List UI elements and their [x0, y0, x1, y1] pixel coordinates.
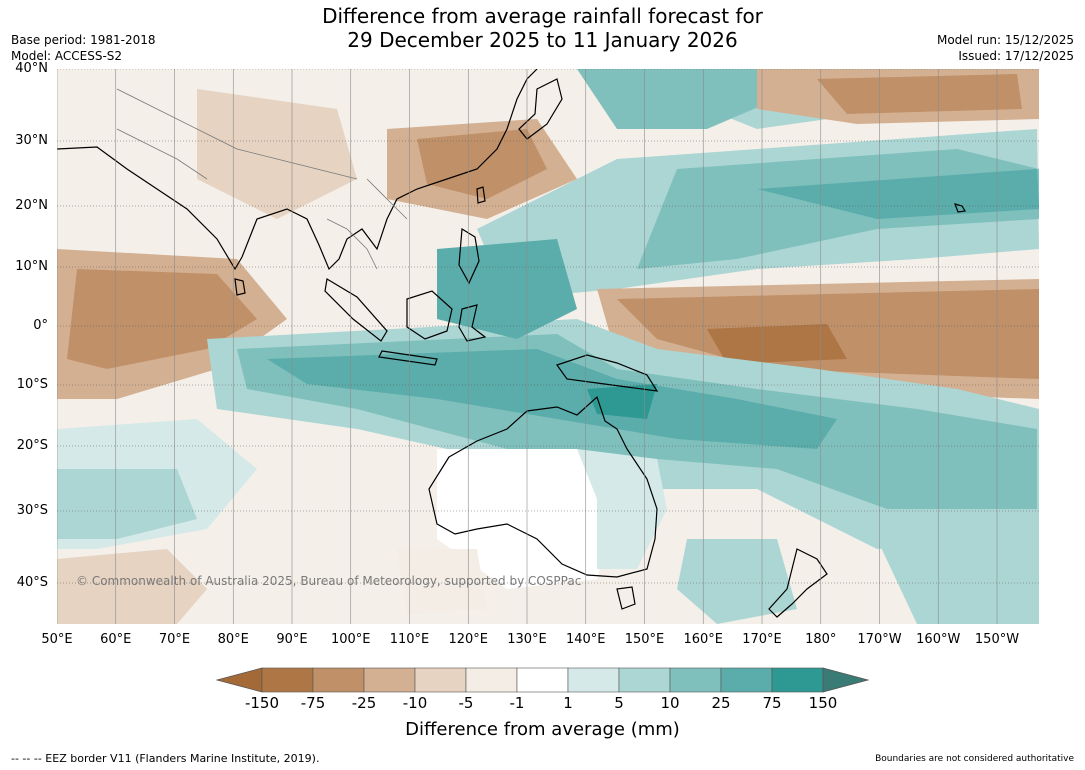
colorbar-segment — [771, 667, 824, 693]
coastline-tasmania — [616, 586, 636, 610]
coastline-java — [378, 350, 438, 366]
title-line-1: Difference from average rainfall forecas… — [322, 4, 763, 28]
lon-tick-label: 160°W — [916, 632, 961, 647]
lon-tick-label: 60°E — [100, 632, 132, 647]
lat-tick-label: 10°S — [16, 377, 48, 392]
coastlines — [57, 69, 966, 618]
colorbar-tick-label: 1 — [563, 694, 573, 712]
lon-tick-label: 170°W — [857, 632, 902, 647]
colorbar-segment — [618, 667, 671, 693]
lat-tick-label: 0° — [33, 318, 48, 333]
boundaries-footnote: Boundaries are not considered authoritat… — [875, 754, 1074, 764]
coastline-sulawesi — [458, 304, 487, 342]
colorbar-segment — [465, 667, 518, 693]
lon-tick-label: 150°W — [974, 632, 1020, 647]
lon-tick-label: 80°E — [217, 632, 249, 647]
lon-tick-label: 120°E — [448, 632, 489, 647]
lon-tick-label: 140°E — [565, 632, 606, 647]
coastline-taiwan — [476, 186, 486, 204]
meta-left: Base period: 1981-2018 Model: ACCESS-S2 — [11, 32, 156, 64]
colorbar-segment — [669, 667, 722, 693]
colorbar-svg — [215, 667, 870, 693]
lon-tick-label: 90°E — [276, 632, 308, 647]
coastline-sumatra — [324, 278, 388, 342]
colorbar-tick-label: -75 — [300, 694, 326, 712]
model-run: Model run: 15/12/2025 — [936, 33, 1074, 47]
issued-date: Issued: 17/12/2025 — [958, 49, 1074, 63]
colorbar-tick-label: 25 — [711, 694, 731, 712]
coastline-new-zealand — [768, 548, 828, 618]
border-lines — [116, 88, 408, 270]
lat-tick-label: 30°N — [15, 133, 48, 148]
lon-tick-label: 170°E — [742, 632, 782, 647]
coastline-borneo — [406, 290, 453, 340]
meta-right: Model run: 15/12/2025 Issued: 17/12/2025 — [937, 32, 1074, 64]
lon-tick-label: 50°E — [41, 632, 73, 647]
colorbar-segment — [261, 667, 314, 693]
lat-tick-label: 20°S — [16, 438, 48, 453]
lon-tick-label: 100°E — [330, 632, 371, 647]
colorbar-tick-label: 10 — [660, 694, 680, 712]
lon-tick-label: 180° — [805, 632, 837, 647]
lon-tick-label: 150°E — [624, 632, 665, 647]
lon-tick-label: 160°E — [683, 632, 724, 647]
coastline-australia — [428, 395, 658, 578]
model-name: Model: ACCESS-S2 — [11, 49, 123, 63]
colorbar-tick-label: -5 — [458, 694, 474, 712]
coastline-new-guinea — [556, 354, 659, 392]
coastline-japan — [518, 78, 563, 140]
coastline-asia — [57, 69, 538, 271]
colorbar-tick-label: -150 — [244, 694, 280, 712]
lat-tick-label: 20°N — [15, 198, 48, 213]
lat-tick-label: 10°N — [15, 259, 48, 274]
anomaly-fields — [57, 69, 1039, 624]
coastline-hawaii — [954, 203, 966, 213]
rainfall-anomaly-map — [57, 69, 1039, 624]
colorbar-tick-label: -1 — [509, 694, 525, 712]
map-title: Difference from average rainfall forecas… — [0, 4, 1085, 52]
colorbar-max-arrow — [822, 667, 870, 693]
gridlines — [57, 69, 1039, 624]
colorbar — [215, 664, 871, 700]
title-line-2: 29 December 2025 to 11 January 2026 — [347, 28, 738, 52]
lon-tick-label: 130°E — [507, 632, 547, 647]
lat-tick-label: 40°N — [15, 61, 48, 76]
coastline-philippines — [458, 227, 480, 285]
lat-tick-label: 40°S — [16, 575, 48, 590]
colorbar-segment — [414, 667, 467, 693]
lat-tick-label: 30°S — [16, 503, 48, 518]
copyright-notice: © Commonwealth of Australia 2025, Bureau… — [76, 574, 582, 588]
colorbar-tick-label: 5 — [614, 694, 624, 712]
colorbar-segment — [567, 667, 620, 693]
base-period: Base period: 1981-2018 — [11, 33, 156, 47]
colorbar-segment — [363, 667, 416, 693]
lon-tick-label: 70°E — [158, 632, 191, 647]
colorbar-segment — [312, 667, 365, 693]
colorbar-segment — [720, 667, 773, 693]
colorbar-segment — [516, 667, 569, 693]
colorbar-tick-label: -25 — [351, 694, 377, 712]
colorbar-tick-label: -10 — [402, 694, 428, 712]
colorbar-tick-label: 150 — [808, 694, 838, 712]
colorbar-title: Difference from average (mm) — [405, 719, 680, 740]
lon-tick-label: 110°E — [389, 632, 430, 647]
colorbar-min-arrow — [215, 667, 263, 693]
coastline-sri-lanka — [234, 278, 246, 296]
colorbar-tick-label: 75 — [762, 694, 782, 712]
map-panel: © Commonwealth of Australia 2025, Bureau… — [57, 69, 1039, 624]
eez-footnote: -- -- -- EEZ border V11 (Flanders Marine… — [11, 752, 320, 765]
